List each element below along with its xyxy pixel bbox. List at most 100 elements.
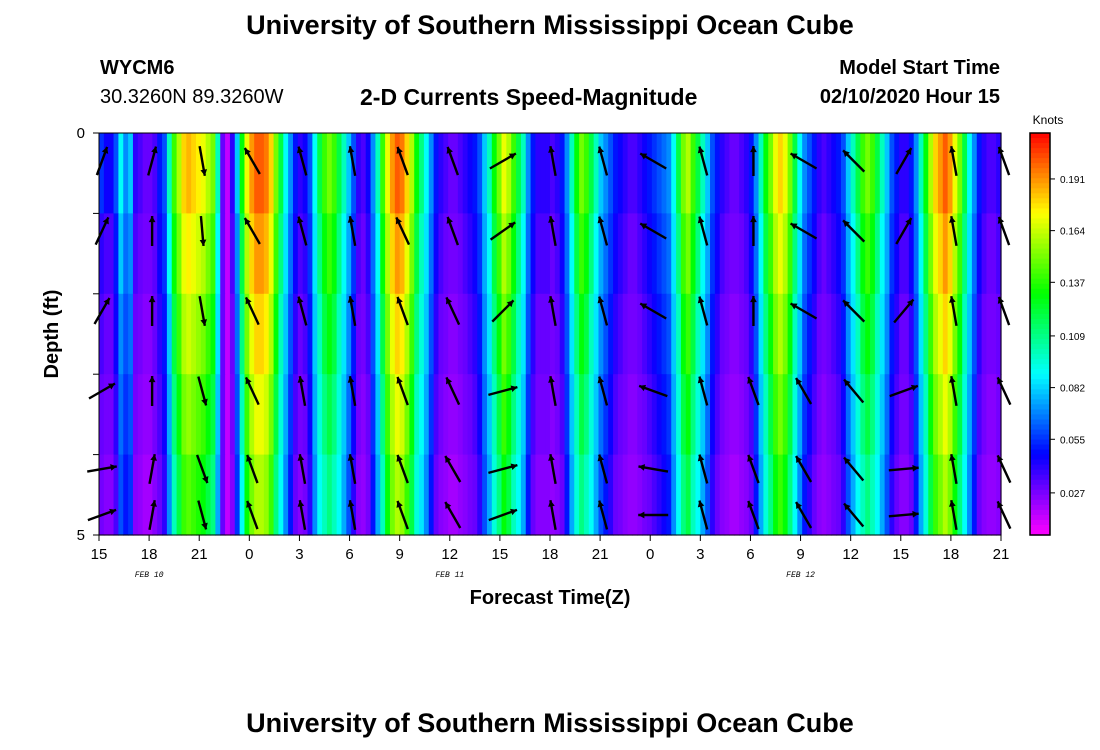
heatmap-cell: [341, 133, 347, 214]
heatmap-cell: [574, 374, 580, 456]
heatmap-cell: [399, 374, 406, 456]
heatmap-cell: [996, 213, 1002, 295]
heatmap-cell: [913, 133, 920, 214]
current-vector-arrow: [347, 376, 357, 406]
heatmap-cell: [550, 374, 556, 456]
heatmap-cell: [433, 454, 440, 536]
current-vector-arrow: [548, 376, 557, 406]
heatmap-cell: [865, 133, 871, 214]
heatmap-cell: [831, 133, 837, 214]
current-vector-arrow: [697, 454, 709, 484]
heatmap-cell: [356, 213, 362, 295]
heatmap-cell: [520, 133, 527, 214]
heatmap-cell: [821, 213, 828, 295]
heatmap-cell: [443, 454, 449, 536]
heatmap-cell: [642, 374, 648, 456]
heatmap-cell: [894, 374, 900, 456]
heatmap-cell: [501, 213, 507, 295]
heatmap-cell: [967, 213, 973, 295]
heatmap-cell: [200, 293, 207, 375]
heatmap-cell: [826, 293, 832, 375]
heatmap-cell: [448, 454, 454, 536]
heatmap-cell: [152, 293, 158, 375]
heatmap-cell: [836, 454, 842, 536]
heatmap-cell: [642, 454, 648, 536]
heatmap-cell: [685, 374, 692, 456]
heatmap-cell: [254, 374, 260, 456]
heatmap-cell: [593, 133, 600, 214]
colorbar-band: [1030, 439, 1050, 446]
heatmap-cell: [840, 374, 847, 456]
heatmap-cell: [423, 454, 430, 536]
x-tick-label: 6: [345, 546, 353, 563]
heatmap-cell: [530, 133, 537, 214]
heatmap-cell: [312, 454, 318, 536]
heatmap-cell: [894, 213, 900, 295]
heatmap-cell: [923, 374, 929, 456]
heatmap-cell: [632, 213, 638, 295]
heatmap-cell: [336, 133, 343, 214]
heatmap-cell: [128, 213, 134, 295]
heatmap-cell: [389, 213, 396, 295]
heatmap-cell: [147, 213, 153, 295]
current-vector-arrow: [895, 147, 913, 175]
heatmap-cell: [103, 213, 110, 295]
heatmap-cell: [540, 133, 546, 214]
heatmap-cell: [845, 133, 852, 214]
heatmap-cell: [225, 293, 231, 375]
colorbar-band: [1030, 354, 1050, 360]
heatmap-cell: [142, 374, 149, 456]
heatmap-cell: [763, 293, 769, 375]
heatmap-cell: [394, 213, 401, 295]
heatmap-cell: [564, 454, 570, 536]
model-start-label: Model Start Time: [839, 57, 1000, 79]
heatmap-cell: [874, 454, 881, 536]
current-vector-arrow: [297, 454, 307, 484]
heatmap-cell: [113, 374, 119, 456]
heatmap-cell: [962, 213, 968, 295]
heatmap-cell: [554, 374, 561, 456]
colorbar-band: [1030, 454, 1050, 461]
heatmap-cell: [637, 374, 643, 456]
heatmap-cell: [200, 454, 207, 536]
heatmap-cell: [627, 454, 634, 536]
current-vector-arrow: [148, 500, 157, 530]
heatmap-cell: [646, 213, 653, 295]
heatmap-cell: [278, 133, 284, 214]
heatmap-cell: [724, 374, 731, 456]
current-vector-arrow: [997, 216, 1011, 246]
current-vector-arrow: [597, 296, 609, 326]
current-vector-arrow: [296, 296, 308, 326]
heatmap-cell: [399, 293, 406, 375]
heatmap-cell: [346, 213, 352, 295]
heatmap-cell: [646, 133, 653, 214]
heatmap-cell: [142, 133, 149, 214]
heatmap-cell: [593, 374, 600, 456]
heatmap-cell: [967, 133, 973, 214]
heatmap-cell: [462, 213, 469, 295]
heatmap-cell: [792, 213, 798, 295]
heatmap-cell: [346, 454, 352, 536]
heatmap-cell: [797, 293, 803, 375]
heatmap-cell: [525, 133, 532, 214]
x-tick-label: 15: [492, 546, 509, 563]
heatmap-cell: [205, 213, 212, 295]
heatmap-cell: [278, 374, 284, 456]
x-tick-label: 3: [295, 546, 303, 563]
heatmap-cell: [904, 374, 910, 456]
heatmap-cell: [700, 213, 706, 295]
heatmap-cell: [889, 454, 895, 536]
current-vector-arrow: [347, 146, 357, 176]
heatmap-cell: [928, 133, 934, 214]
heatmap-cell: [414, 213, 420, 295]
date-label: FEB 11: [435, 571, 464, 580]
heatmap-cell: [632, 293, 638, 375]
heatmap-cell: [583, 133, 590, 214]
heatmap-cell: [739, 454, 745, 536]
heatmap-cell: [870, 374, 876, 456]
heatmap-cell: [370, 293, 377, 375]
heatmap-cell: [273, 293, 280, 375]
heatmap-cell: [947, 133, 954, 214]
heatmap-cell: [356, 133, 362, 214]
current-vector-arrow: [296, 216, 308, 246]
